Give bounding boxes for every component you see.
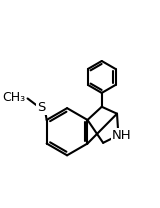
Text: S: S	[37, 101, 46, 114]
Text: NH: NH	[112, 129, 132, 142]
Text: CH₃: CH₃	[2, 91, 25, 104]
